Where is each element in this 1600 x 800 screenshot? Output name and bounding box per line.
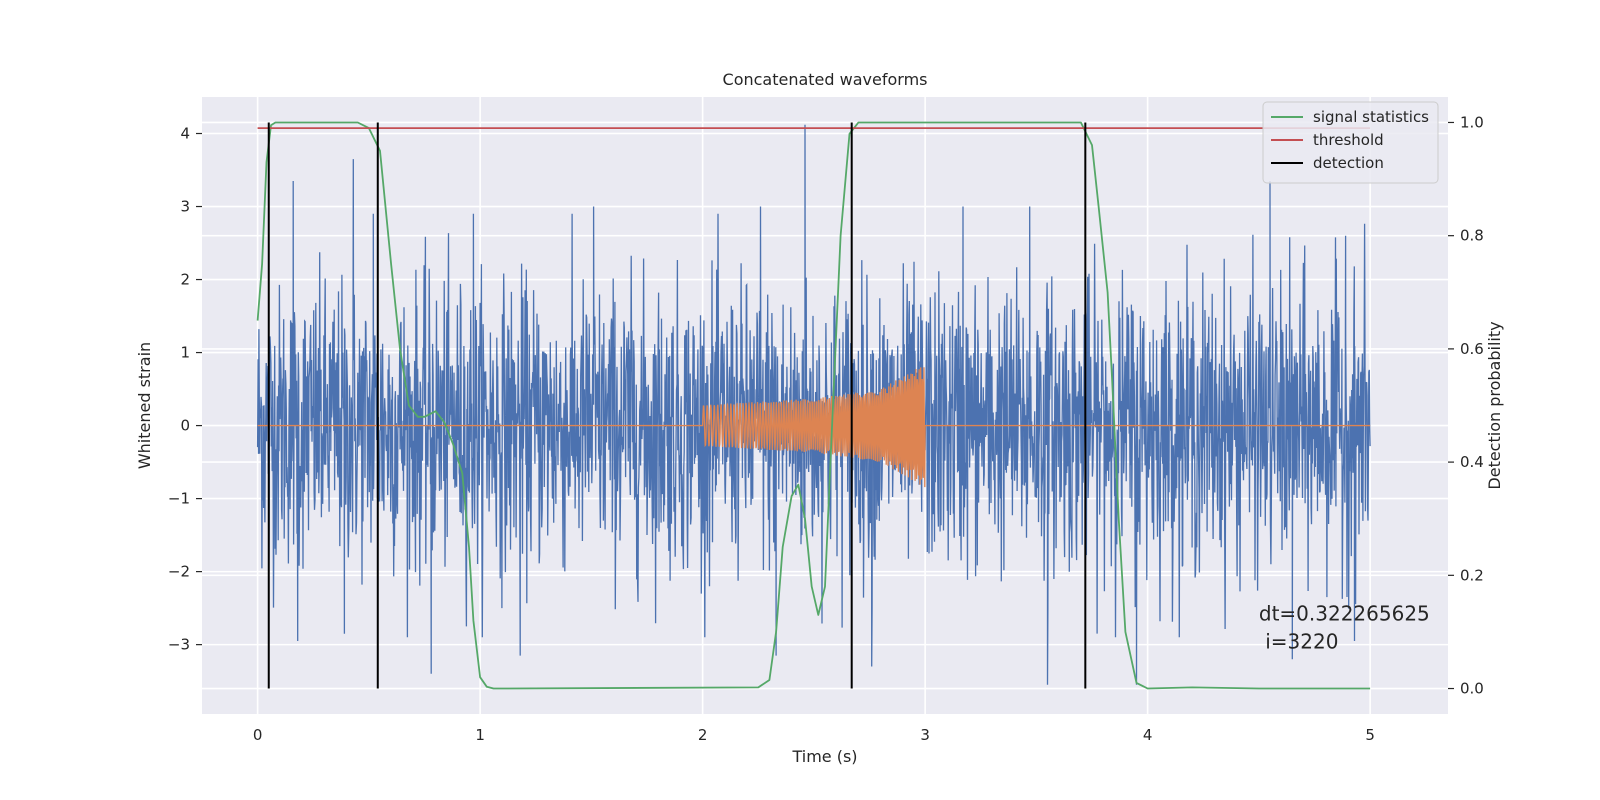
x-tick-label: 5 [1365,726,1375,744]
legend-label: detection [1313,154,1384,172]
x-tick-label: 1 [475,726,485,744]
x-tick-label: 0 [253,726,263,744]
noise-series [256,124,1371,685]
y-tick-label-left: 2 [180,271,190,289]
y-tick-label-left: −2 [168,563,190,581]
legend-box [1262,101,1439,184]
signal-statistics-line [256,121,1371,690]
x-tick-label: 2 [698,726,708,744]
x-axis-label: Time (s) [791,747,857,766]
y-tick-label-right: 1.0 [1460,113,1484,131]
annotation: dt=0.322265625 i=3220 [1259,601,1430,653]
legend-label: signal statistics [1313,108,1429,126]
ticks: 0 1 2 3 4 5 −3 −2 −1 0 1 2 3 4 0.0 0.2 0.4 0.6 0.8 1.0 [168,113,1484,744]
y-tick-label-left: 4 [180,125,190,143]
y-axis-label-left: Whitened strain [135,342,154,469]
y-tick-label-right: 0.4 [1460,453,1484,471]
y-tick-label-right: 0.2 [1460,566,1484,584]
x-tick-label: 3 [920,726,930,744]
y-tick-label-right: 0.0 [1460,680,1484,698]
injected-waveform [257,367,1371,488]
annotation-dt: dt=0.322265625 [1259,601,1430,625]
y-axis-label-right: Detection probability [1485,321,1504,489]
legend: signal statistics threshold detection [1262,101,1439,184]
y-tick-label-left: 3 [180,198,190,216]
y-tick-label-left: −3 [168,636,190,654]
y-tick-label-left: −1 [168,490,190,508]
annotation-index: i=3220 [1259,629,1339,653]
chart-title: Concatenated waveforms [723,70,928,89]
x-tick-label: 4 [1143,726,1153,744]
legend-label: threshold [1313,131,1384,149]
series-layer [256,121,1371,690]
y-tick-label-right: 0.8 [1460,227,1484,245]
y-tick-label-left: 1 [180,344,190,362]
y-tick-label-left: 0 [180,417,190,435]
y-tick-label-right: 0.6 [1460,340,1484,358]
